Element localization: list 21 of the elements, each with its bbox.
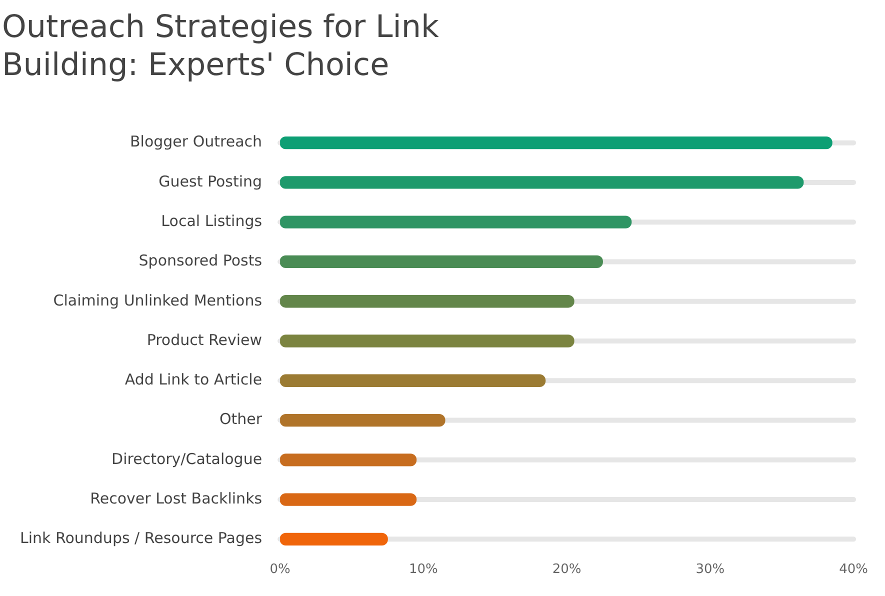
y-tick-label: Recover Lost Backlinks (90, 489, 262, 508)
bar (280, 532, 388, 546)
y-tick-label: Add Link to Article (124, 370, 262, 389)
x-tick-label: 10% (408, 562, 438, 578)
bar (280, 414, 446, 427)
bar (280, 454, 417, 466)
y-tick-label: Product Review (146, 330, 262, 349)
y-tick-label: Other (219, 410, 263, 428)
x-tick-label: 30% (696, 562, 725, 578)
x-tick-label: 20% (552, 562, 582, 578)
y-tick-label: Directory/Catalogue (112, 450, 262, 468)
y-tick-label: Guest Posting (158, 172, 262, 190)
y-tick-label: Link Roundups / Resource Pages (20, 529, 262, 548)
y-tick-label: Claiming Unlinked Mentions (53, 291, 262, 310)
x-tick-label: 40% (839, 562, 868, 578)
x-tick-label: 0% (270, 562, 290, 578)
y-tick-label: Blogger Outreach (130, 132, 262, 151)
y-tick-label: Local Listings (161, 212, 262, 230)
y-tick-label: Sponsored Posts (138, 252, 262, 270)
chart-title: Outreach Strategies for Link Building: Experts' Choice (2, 8, 440, 84)
bar (280, 493, 417, 506)
